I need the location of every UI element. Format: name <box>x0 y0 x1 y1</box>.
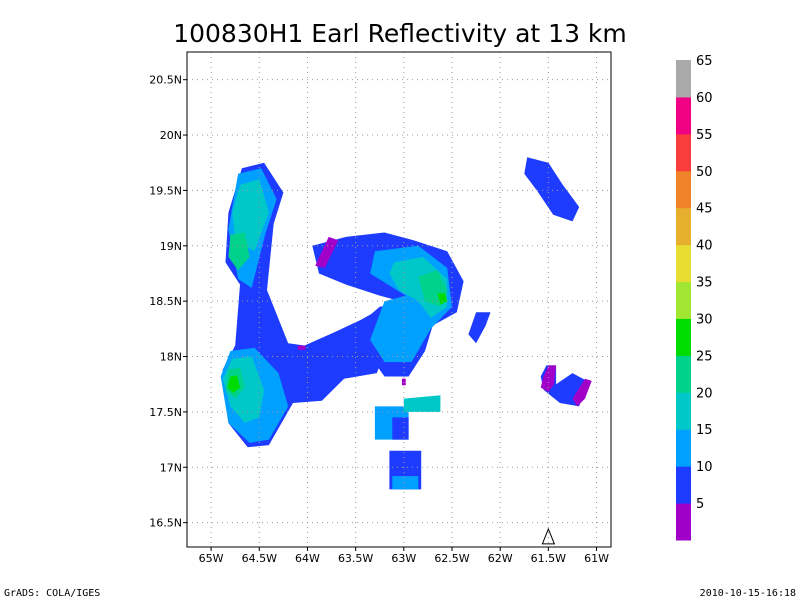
chart-title: 100830H1 Earl Reflectivity at 13 km <box>173 19 627 48</box>
footer-right: 2010-10-15-16:18 <box>700 588 796 599</box>
plot-frame <box>186 51 612 548</box>
y-tick-label: 19N <box>160 240 182 253</box>
colorbar-swatch-9 <box>676 170 691 209</box>
reflectivity-region-17 <box>524 157 580 222</box>
x-tick-label: 64W <box>295 552 320 565</box>
colorbar-swatch-4 <box>676 355 691 393</box>
colorbar-swatch-11 <box>676 96 691 135</box>
x-tick-label: 65W <box>199 552 224 565</box>
x-tick-label: 63W <box>391 552 416 565</box>
y-tick-label: 17N <box>160 461 182 474</box>
x-tick-label: 61W <box>584 552 609 565</box>
annotations <box>541 527 556 545</box>
footer-left: GrADS: COLA/IGES <box>4 588 100 599</box>
reflectivity-region-22 <box>392 417 409 440</box>
y-tick-label: 18.5N <box>149 295 182 308</box>
colorbar: 5 10 15 20 25 30 35 40 45 50 55 60 65 <box>676 54 713 541</box>
colorbar-swatch-3 <box>676 392 691 430</box>
colorbar-label: 60 <box>696 91 713 106</box>
reflectivity-region-16 <box>468 312 491 344</box>
x-tick-label: 62W <box>488 552 513 565</box>
y-axis: 16.5N 17N 17.5N 18N 18.5N 19N 19.5N 20N 20.5N <box>149 74 187 530</box>
colorbar-label: 35 <box>696 276 713 291</box>
colorbar-label: 10 <box>696 460 713 475</box>
colorbar-label: 20 <box>696 386 713 401</box>
y-tick-label: 20.5N <box>149 74 182 87</box>
colorbar-swatch-6 <box>676 281 691 319</box>
colorbar-label: 45 <box>696 202 713 217</box>
colorbar-label: 50 <box>696 165 713 180</box>
colorbar-label: 30 <box>696 312 713 327</box>
triangle-marker-icon <box>541 527 556 545</box>
y-tick-label: 19.5N <box>149 184 182 197</box>
colorbar-swatch-0 <box>676 503 691 541</box>
colorbar-swatch-12 <box>676 60 691 98</box>
reflectivity-field <box>220 157 592 490</box>
colorbar-label: 55 <box>696 128 713 143</box>
reflectivity-region-7 <box>227 375 240 394</box>
y-tick-label: 20N <box>160 129 182 142</box>
reflectivity-region-25 <box>392 476 419 490</box>
x-tick-label: 64.5W <box>242 552 277 565</box>
reflectivity-region-20 <box>572 378 592 407</box>
colorbar-swatch-5 <box>676 318 691 356</box>
reflectivity-region-3 <box>228 232 250 271</box>
x-axis: 65W 64.5W 64W 63.5W 63W 62.5W 62W 61.5W 61W <box>199 547 609 565</box>
colorbar-label: 25 <box>696 349 713 364</box>
colorbar-label: 5 <box>696 497 704 512</box>
y-tick-label: 16.5N <box>149 517 182 530</box>
colorbar-swatch-2 <box>676 429 691 467</box>
colorbar-swatch-1 <box>676 466 691 504</box>
reflectivity-region-14 <box>297 345 306 350</box>
x-tick-label: 63.5W <box>338 552 373 565</box>
reflectivity-region-12 <box>437 293 448 305</box>
grid-lines <box>187 52 611 547</box>
colorbar-swatch-8 <box>676 207 691 246</box>
x-tick-label: 61.5W <box>531 552 566 565</box>
reflectivity-region-13 <box>315 236 339 268</box>
y-tick-label: 18N <box>160 351 182 364</box>
colorbar-swatch-7 <box>676 244 691 283</box>
colorbar-label: 40 <box>696 239 713 254</box>
x-tick-label: 62.5W <box>434 552 469 565</box>
y-tick-label: 17.5N <box>149 406 182 419</box>
reflectivity-region-19 <box>540 365 557 392</box>
colorbar-swatch-10 <box>676 133 691 172</box>
colorbar-label: 15 <box>696 423 713 438</box>
colorbar-label: 65 <box>696 54 713 69</box>
reflectivity-region-23 <box>403 395 441 412</box>
